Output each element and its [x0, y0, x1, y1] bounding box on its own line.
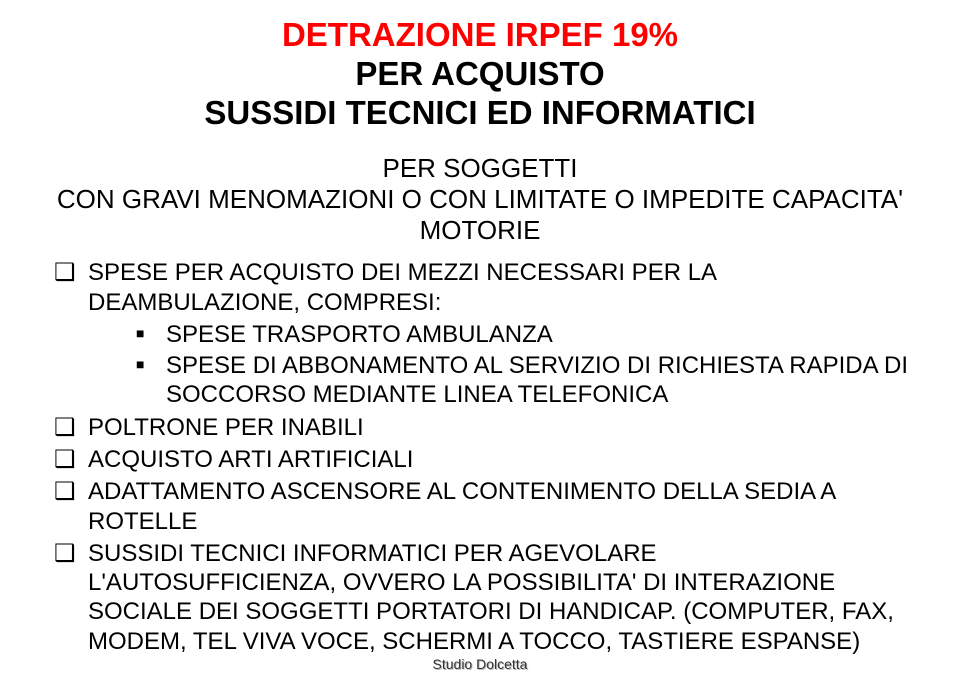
bullet-list: SPESE PER ACQUISTO DEI MEZZI NECESSARI P… [52, 258, 908, 655]
footer: Studio Dolcetta Studio Dolcetta [0, 656, 960, 672]
list-subitem: SPESE TRASPORTO AMBULANZA [130, 320, 908, 349]
slide: DETRAZIONE IRPEF 19% PER ACQUISTO SUSSID… [0, 0, 960, 682]
subtitle-line-2: CON GRAVI MENOMAZIONI O CON LIMITATE O I… [52, 184, 908, 246]
title-line-3: SUSSIDI TECNICI ED INFORMATICI [52, 94, 908, 133]
list-item: SUSSIDI TECNICI INFORMATICI PER AGEVOLAR… [52, 539, 908, 656]
list-item: SPESE PER ACQUISTO DEI MEZZI NECESSARI P… [52, 258, 908, 317]
subtitle-block: PER SOGGETTI CON GRAVI MENOMAZIONI O CON… [52, 153, 908, 247]
list-subitem: SPESE DI ABBONAMENTO AL SERVIZIO DI RICH… [130, 351, 908, 410]
list-item: ADATTAMENTO ASCENSORE AL CONTENIMENTO DE… [52, 477, 908, 536]
title-line-1: DETRAZIONE IRPEF 19% [52, 16, 908, 55]
list-item: ACQUISTO ARTI ARTIFICIALI [52, 445, 908, 474]
footer-text: Studio Dolcetta [0, 656, 960, 672]
list-item: POLTRONE PER INABILI [52, 413, 908, 442]
title-block: DETRAZIONE IRPEF 19% PER ACQUISTO SUSSID… [52, 16, 908, 133]
subtitle-line-1: PER SOGGETTI [52, 153, 908, 184]
title-line-2: PER ACQUISTO [52, 55, 908, 94]
